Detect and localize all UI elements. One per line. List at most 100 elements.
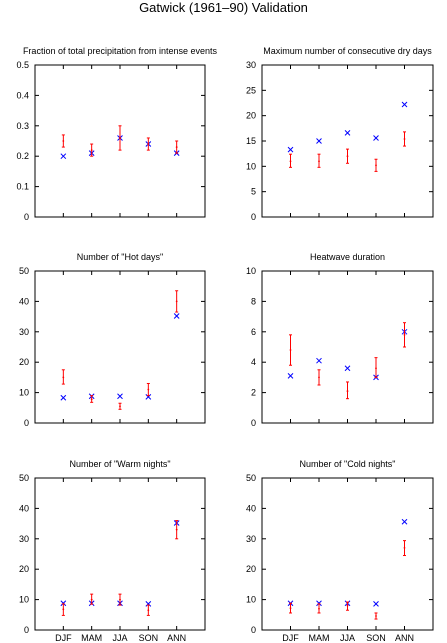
observed-point xyxy=(401,101,408,108)
y-tick-label: 10 xyxy=(19,595,29,605)
model-errorbar xyxy=(374,357,378,378)
observed-point-stroke xyxy=(401,518,408,525)
chart-title: Heatwave duration xyxy=(310,252,385,262)
model-point xyxy=(62,140,65,142)
model-point xyxy=(62,376,65,379)
model-errorbar xyxy=(175,520,179,540)
observed-point-stroke xyxy=(60,394,67,401)
observed-point xyxy=(117,393,123,400)
chart-panel: Fraction of total precipitation from int… xyxy=(16,46,217,222)
plot-frame xyxy=(34,270,206,424)
model-point xyxy=(147,388,150,391)
observed-point-stroke xyxy=(401,101,408,108)
y-tick-label: 40 xyxy=(19,296,29,306)
model-errorbar xyxy=(90,143,94,157)
observed-point-stroke xyxy=(316,357,322,364)
y-tick-label: 0 xyxy=(24,625,29,635)
x-tick-label: ANN xyxy=(395,633,414,643)
model-errorbar xyxy=(90,593,94,605)
model-errorbar xyxy=(118,402,122,410)
model-point xyxy=(175,528,178,531)
model-point xyxy=(90,598,93,601)
model-point xyxy=(318,607,320,610)
x-tick-label: SON xyxy=(139,633,159,643)
y-tick-label: 0 xyxy=(24,418,29,428)
model-errorbar xyxy=(61,134,65,148)
model-point xyxy=(119,137,121,139)
plot-frame xyxy=(261,64,434,218)
y-tick-label: 30 xyxy=(19,534,29,544)
observed-point-stroke xyxy=(60,600,67,607)
model-point xyxy=(175,146,178,148)
y-tick-label: 20 xyxy=(19,357,29,367)
observed-point xyxy=(316,600,322,607)
model-point xyxy=(375,615,377,617)
observed-point xyxy=(373,135,379,141)
observed-point xyxy=(173,313,180,319)
observed-point xyxy=(145,394,152,400)
y-tick-label: 0 xyxy=(251,625,256,635)
y-tick-label: 30 xyxy=(246,534,256,544)
chart-panel: Maximum number of consecutive dry days 0 5… xyxy=(246,46,434,222)
y-tick-label: 15 xyxy=(246,136,256,146)
observed-point xyxy=(401,518,408,525)
model-errorbar xyxy=(317,153,321,168)
model-errorbar xyxy=(90,395,94,403)
observed-point xyxy=(60,600,67,607)
y-tick-label: 0.2 xyxy=(16,151,29,161)
observed-point-stroke xyxy=(145,394,152,400)
y-tick-label: 0 xyxy=(251,212,256,222)
y-tick-label: 10 xyxy=(246,266,256,276)
observed-point-stroke xyxy=(117,393,123,400)
model-point xyxy=(318,376,320,379)
model-point xyxy=(119,405,121,408)
y-tick-label: 20 xyxy=(246,111,256,121)
observed-point-stroke xyxy=(60,153,67,160)
model-point xyxy=(90,398,93,401)
model-errorbar xyxy=(146,382,150,397)
y-tick-label: 40 xyxy=(246,503,256,513)
model-errorbar xyxy=(118,593,122,606)
model-point xyxy=(147,143,150,145)
x-tick-label: SON xyxy=(366,633,386,643)
y-tick-label: 20 xyxy=(19,564,29,574)
observed-point xyxy=(60,394,67,401)
model-point xyxy=(62,608,65,611)
y-tick-label: 5 xyxy=(251,187,256,197)
observed-point-stroke xyxy=(373,601,379,607)
y-tick-label: 20 xyxy=(246,564,256,574)
model-point xyxy=(289,349,292,351)
observed-point xyxy=(316,357,322,364)
model-errorbar xyxy=(175,140,179,154)
x-tick-label: DJF xyxy=(282,633,299,643)
observed-point-stroke xyxy=(287,373,294,379)
y-tick-label: 10 xyxy=(246,161,256,171)
plot-frame xyxy=(261,270,434,424)
observed-point-stroke xyxy=(344,365,351,372)
chart-title: Maximum number of consecutive dry days xyxy=(263,46,432,56)
chart-title: Number of "Warm nights" xyxy=(69,459,170,469)
observed-point-stroke xyxy=(316,138,322,144)
model-point xyxy=(289,607,292,610)
x-tick-label: MAM xyxy=(309,633,330,643)
observed-point-stroke xyxy=(344,130,351,136)
model-errorbar xyxy=(61,603,65,616)
chart-title: Number of "Cold nights" xyxy=(300,459,396,469)
model-point xyxy=(175,300,178,303)
model-point xyxy=(289,160,292,163)
model-point xyxy=(147,609,150,612)
chart-panel: Number of "Cold nights" 0 10 20 30 40 50 DJF MAM… xyxy=(246,459,434,643)
model-errorbar xyxy=(317,603,321,614)
model-point xyxy=(375,164,377,167)
model-errorbar xyxy=(289,602,292,614)
observed-point xyxy=(287,146,294,153)
observed-point xyxy=(316,138,322,144)
model-errorbar xyxy=(175,290,179,313)
model-point xyxy=(346,155,349,158)
y-tick-label: 0.4 xyxy=(16,90,29,100)
x-tick-label: JJA xyxy=(112,633,127,643)
observed-point-stroke xyxy=(287,146,294,153)
model-point xyxy=(90,149,93,152)
model-errorbar xyxy=(289,153,292,168)
